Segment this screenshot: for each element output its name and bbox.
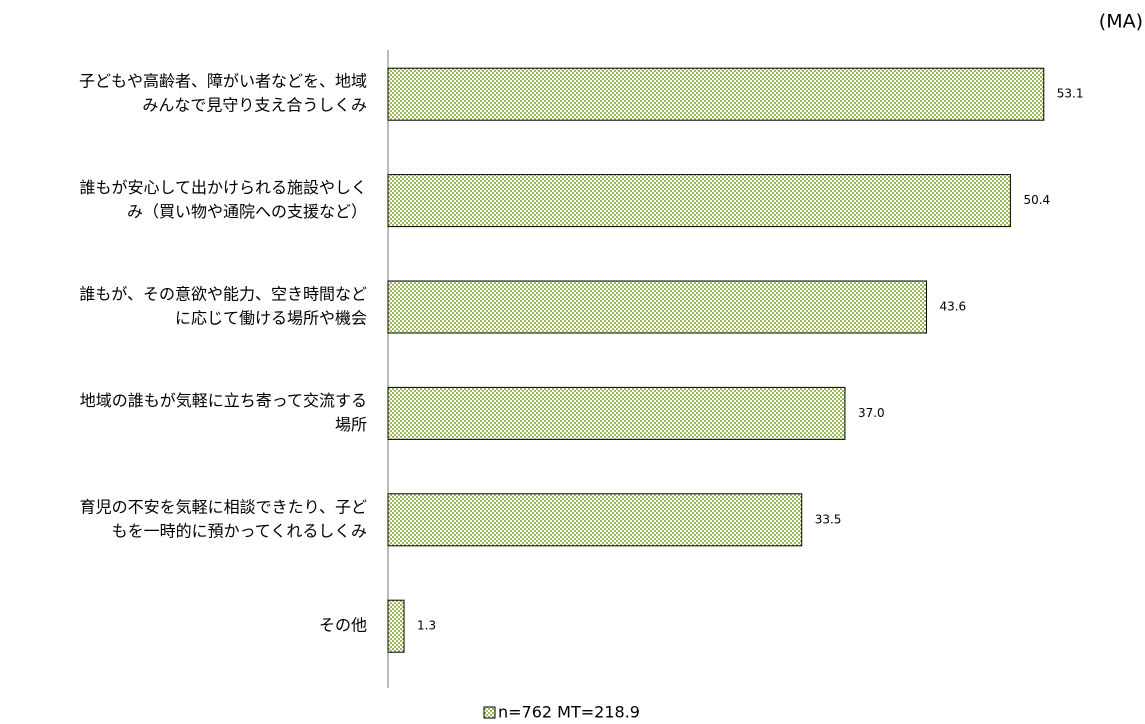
bar [387, 599, 405, 653]
note-label: (MA) [1099, 11, 1143, 33]
value-label: 53.1 [1057, 87, 1084, 101]
category-label: に応じて働ける場所や機会 [175, 309, 367, 328]
category-label: 場所 [335, 415, 367, 434]
value-label: 1.3 [417, 619, 436, 633]
bar [387, 493, 803, 547]
legend-label: n=762 MT=218.9 [498, 703, 640, 722]
value-label: 33.5 [815, 512, 842, 526]
category-label: もを一時的に預かってくれるしくみ [112, 521, 367, 540]
category-label: 誰もが安心して出かけられる施設やしく [79, 178, 367, 197]
category-label: その他 [319, 616, 367, 635]
bar [387, 67, 1045, 121]
category-label: みんなで見守り支え合うしくみ [142, 96, 367, 115]
bar [387, 386, 846, 440]
bar [387, 280, 927, 334]
category-label: 誰もが、その意欲や能力、空き時間など [79, 285, 367, 304]
category-label: み（買い物や通院への支援など） [127, 202, 367, 221]
value-label: 50.4 [1023, 193, 1050, 207]
category-label: 地域の誰もが気軽に立ち寄って交流する [80, 391, 367, 410]
bar [387, 174, 1011, 228]
category-label: 育児の不安を気軽に相談できたり、子ど [80, 497, 367, 516]
category-label: 子どもや高齢者、障がい者などを、地域 [79, 72, 367, 91]
value-label: 37.0 [858, 406, 885, 420]
value-label: 43.6 [939, 300, 966, 314]
legend-swatch [483, 706, 496, 719]
